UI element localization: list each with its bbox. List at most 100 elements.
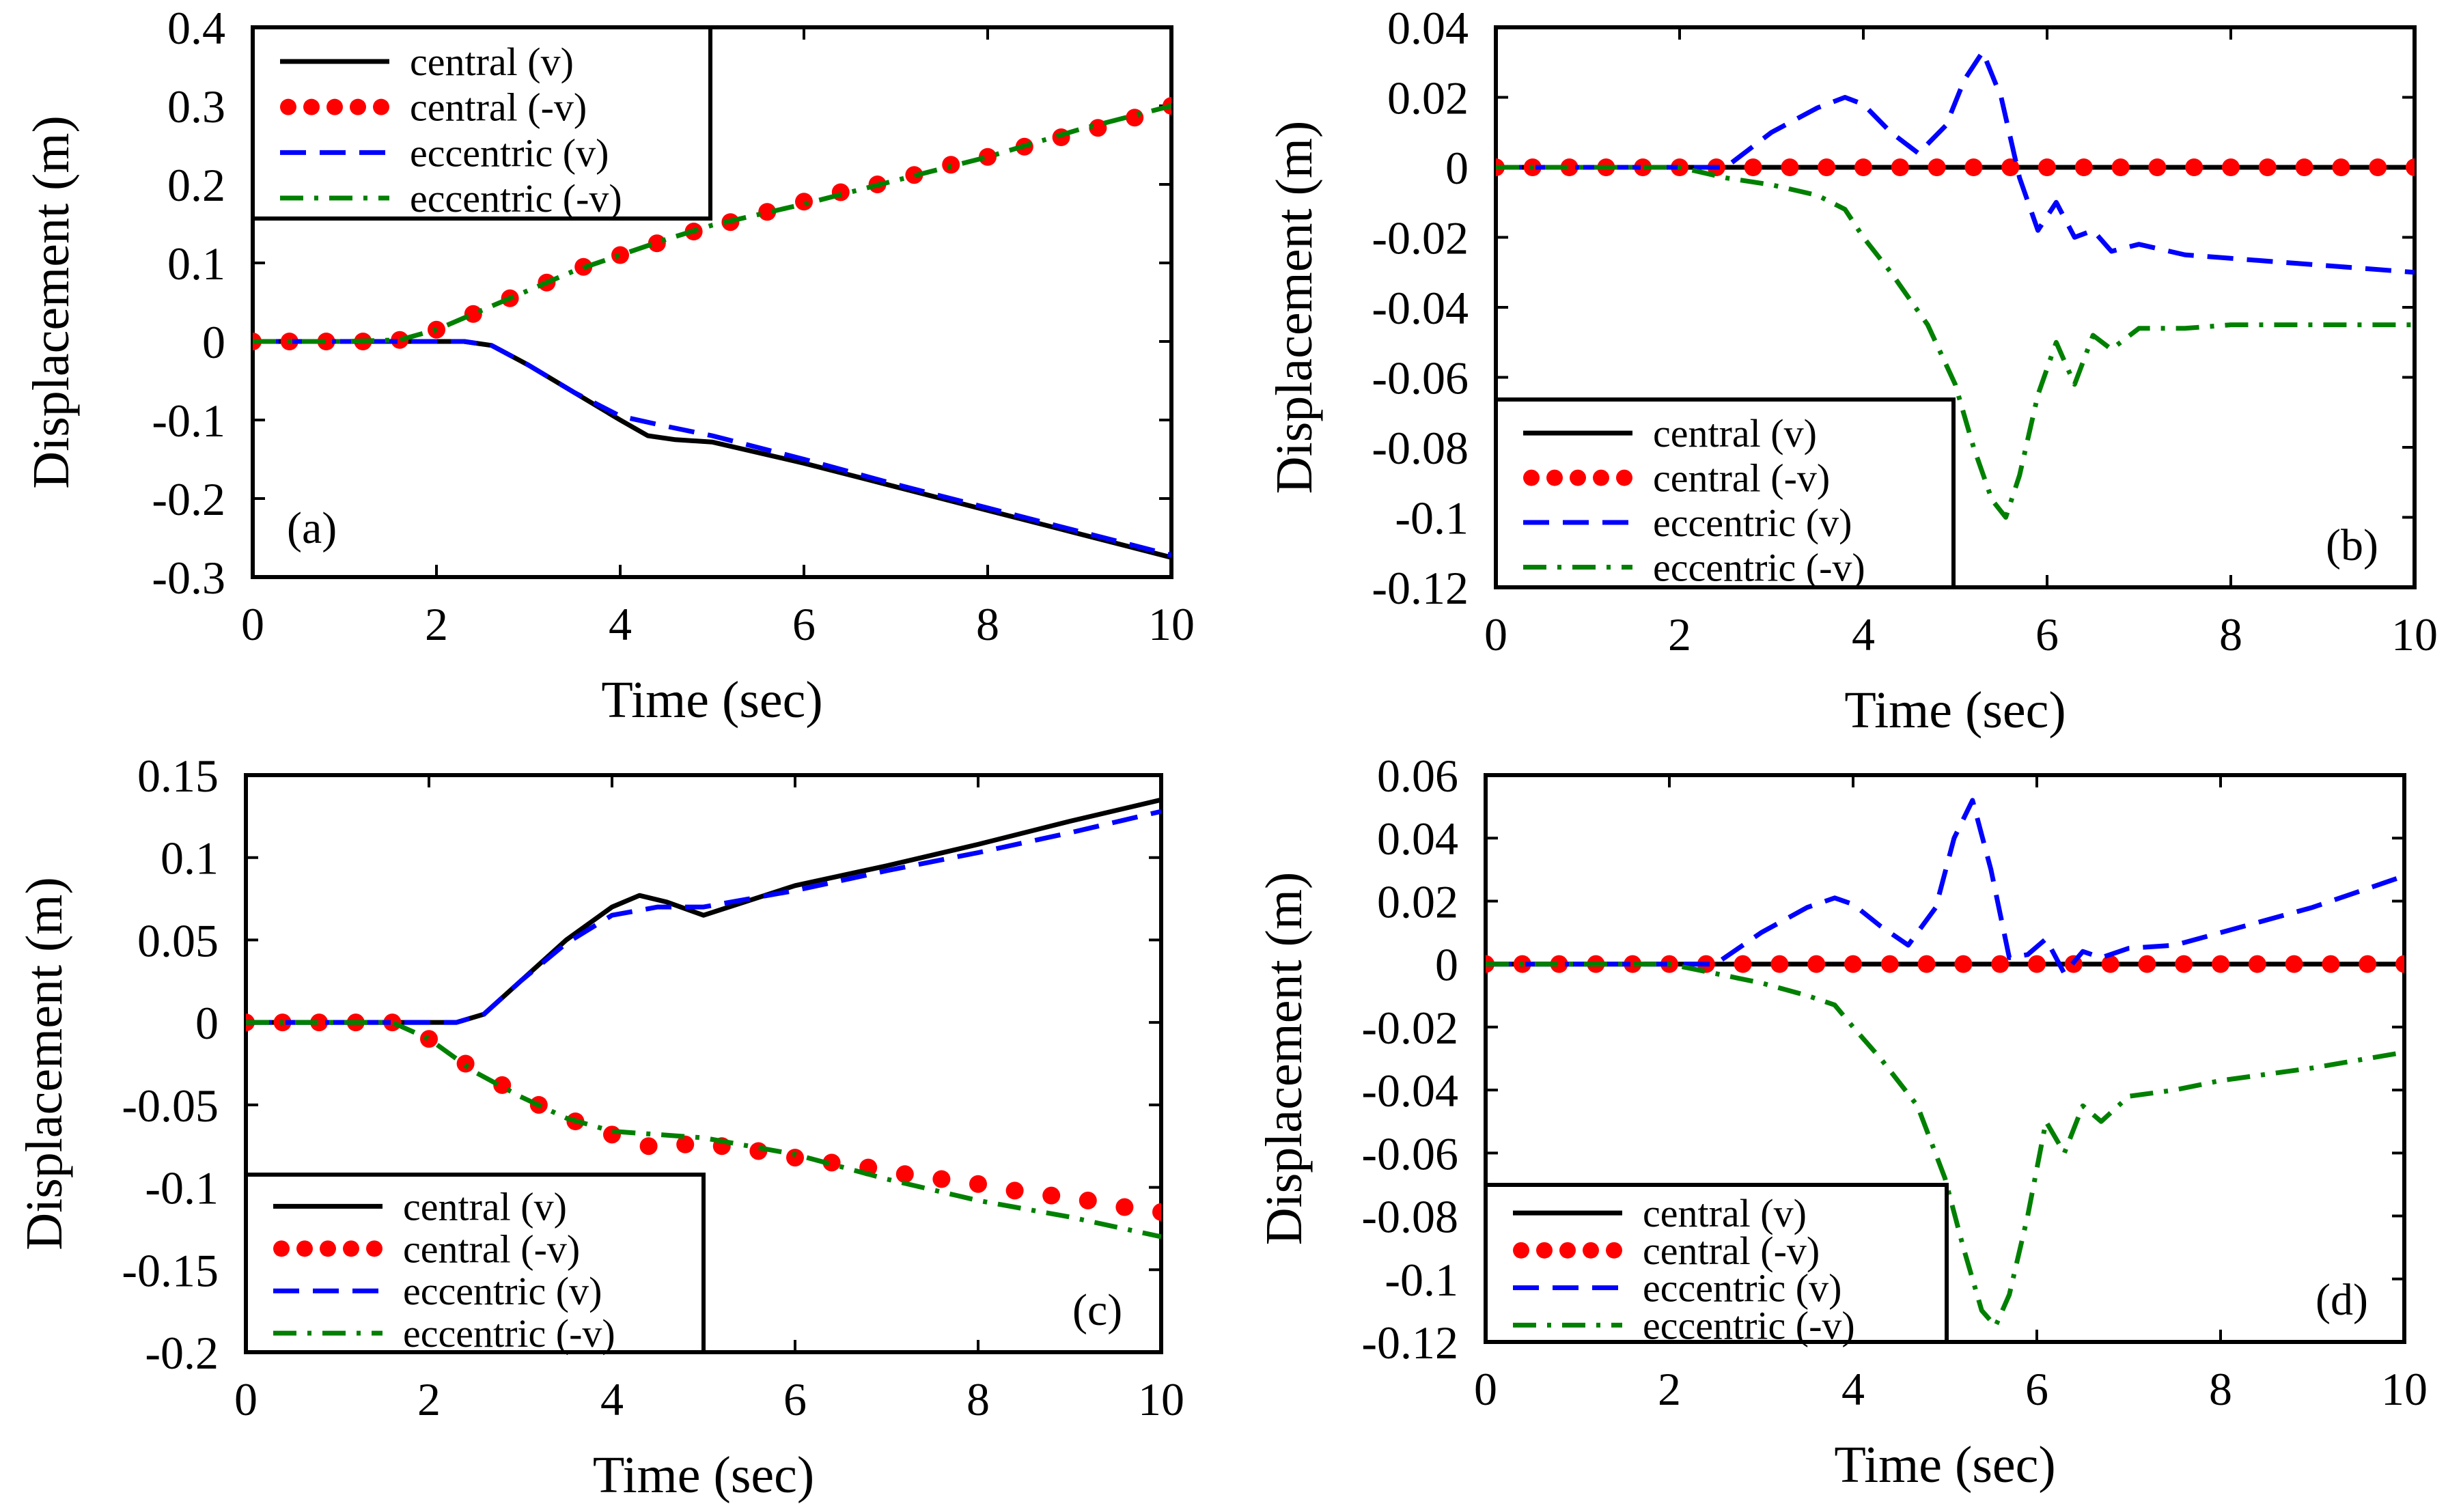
y-tick-label: 0.4 (167, 2, 225, 54)
series-eccentric-v (246, 809, 1161, 1025)
legend-label: central (-v) (1643, 1229, 1820, 1273)
legend-label: eccentric (-v) (403, 1311, 615, 1356)
data-point (1042, 1186, 1061, 1205)
legend-swatch-dot (1523, 469, 1540, 486)
legend-swatch-dot (326, 98, 343, 115)
y-tick-label: 0.1 (167, 238, 225, 290)
legend-swatch-dot (1559, 1242, 1576, 1259)
data-point (1928, 158, 1946, 176)
y-tick-label: 0.05 (137, 914, 219, 966)
data-point (456, 1054, 475, 1073)
legend-swatch-dot (1536, 1242, 1553, 1259)
y-tick-label: -0.02 (1361, 1002, 1458, 1054)
data-point (603, 1125, 621, 1144)
chart-panel-4: 0 2 4 6 8 10 -0.12 -0.1 -0.08 -0.06 -0.04 -0.02 0 0.0… (1255, 750, 2428, 1494)
data-point (1550, 955, 1568, 973)
y-tick-label: -0.1 (145, 1162, 219, 1214)
y-tick-label: 0.02 (1387, 72, 1469, 124)
data-point (2111, 158, 2130, 176)
data-point (2369, 158, 2387, 176)
data-point (2406, 158, 2415, 176)
y-tick-label: 0 (1445, 142, 1469, 194)
y-tick-label: -0.04 (1372, 282, 1469, 334)
series-group (246, 797, 1161, 1240)
y-tick-label: 0.15 (137, 750, 219, 802)
series-eccentric-neg-v (1486, 962, 2404, 1329)
data-point (1152, 1203, 1161, 1221)
data-point (895, 1165, 914, 1184)
x-tick-label: 0 (234, 1373, 258, 1425)
panel-tag: (d) (2316, 1275, 2368, 1325)
data-point (317, 333, 335, 350)
data-point (1954, 955, 1973, 973)
legend-swatch-dot (1570, 469, 1586, 486)
data-point (676, 1135, 695, 1153)
x-tick-label: 8 (2209, 1363, 2232, 1415)
data-point (2101, 955, 2119, 973)
y-axis-title: Displacement (m) (23, 115, 80, 489)
y-tick-label: -0.08 (1361, 1191, 1458, 1243)
y-tick-label: -0.1 (1395, 492, 1469, 544)
data-point (2028, 955, 2046, 973)
data-point (786, 1149, 804, 1167)
y-tick-label: 0.2 (167, 159, 225, 211)
legend-swatch-dot (343, 1240, 359, 1257)
data-point (1880, 955, 1899, 973)
legend-swatch-dot (350, 98, 366, 115)
data-point (979, 148, 997, 166)
y-tick-label: -0.05 (122, 1080, 219, 1132)
y-tick-label: -0.06 (1361, 1128, 1458, 1179)
legend-swatch-dot (273, 1240, 290, 1257)
x-tick-label: 6 (792, 598, 816, 650)
legend-label: eccentric (-v) (410, 176, 622, 221)
x-tick-label: 4 (1852, 608, 1875, 660)
x-axis-title: Time (sec) (593, 1446, 814, 1504)
data-point (310, 1013, 329, 1032)
data-point (1917, 955, 1936, 973)
y-tick-label: -0.08 (1372, 422, 1469, 474)
series-eccentric-v (1496, 49, 2415, 275)
data-point (2258, 158, 2277, 176)
y-tick-label: -0.04 (1361, 1065, 1458, 1117)
x-tick-label: 2 (1668, 608, 1691, 660)
data-point (2074, 158, 2093, 176)
legend: central (v)central (-v)eccentric (v)ecce… (251, 25, 712, 221)
legend-swatch-dot (1593, 469, 1609, 486)
y-tick-label: 0 (1435, 939, 1458, 991)
data-point (2148, 158, 2167, 176)
data-point (1770, 955, 1789, 973)
legend-label: eccentric (v) (1653, 501, 1852, 545)
y-tick-label: 0.04 (1387, 2, 1469, 54)
legend-swatch-dot (373, 98, 389, 115)
x-tick-label: 4 (600, 1373, 624, 1425)
x-tick-label: 8 (976, 598, 999, 650)
data-point (969, 1175, 987, 1193)
data-point (2285, 955, 2303, 973)
data-point (2038, 158, 2056, 176)
y-tick-label: 0.04 (1377, 813, 1458, 865)
legend-label: central (v) (1643, 1191, 1807, 1235)
legend-label: central (-v) (410, 85, 587, 130)
legend-label: eccentric (v) (1643, 1266, 1841, 1311)
x-axis-title: Time (sec) (601, 671, 822, 729)
y-tick-label: 0.3 (167, 81, 225, 132)
y-tick-label: -0.02 (1372, 212, 1469, 264)
y-tick-label: 0.1 (161, 832, 219, 884)
legend-label: eccentric (v) (403, 1269, 602, 1313)
y-tick-label: -0.3 (152, 552, 225, 604)
data-point (2295, 158, 2313, 176)
data-point (611, 246, 629, 264)
series-central-v (246, 797, 1161, 1025)
legend-swatch-dot (280, 98, 296, 115)
legend-label: central (-v) (1653, 456, 1830, 501)
data-point (1560, 158, 1579, 176)
data-point (1079, 1191, 1097, 1209)
data-point (1744, 158, 1762, 176)
legend-label: eccentric (-v) (1643, 1303, 1855, 1347)
series-group (1496, 49, 2415, 520)
legend-swatch-dot (303, 98, 320, 115)
data-point (1005, 1181, 1024, 1200)
legend-label: eccentric (-v) (1653, 546, 1865, 590)
x-tick-label: 2 (417, 1373, 441, 1425)
legend: central (v)central (-v)eccentric (v)ecce… (244, 1173, 706, 1356)
